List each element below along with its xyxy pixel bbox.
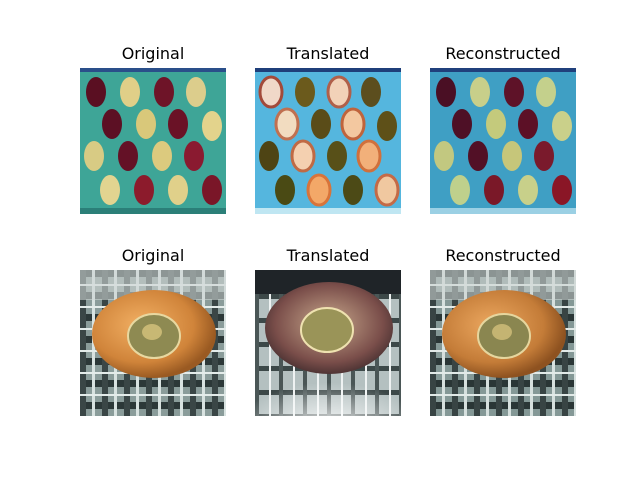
- row1-original-image: [80, 68, 226, 214]
- row1-translated-image: [255, 68, 401, 214]
- row2-title-reconstructed: Reconstructed: [445, 246, 561, 265]
- row2-translated-image: [255, 270, 401, 416]
- row1-title-reconstructed: Reconstructed: [445, 44, 561, 63]
- row1-reconstructed-image: [430, 68, 576, 214]
- row1-title-original: Original: [121, 44, 185, 63]
- row1-title-translated: Translated: [286, 44, 370, 63]
- row2-reconstructed-image: [430, 270, 576, 416]
- row2-original-image: [80, 270, 226, 416]
- row2-title-translated: Translated: [286, 246, 370, 265]
- row2-title-original: Original: [121, 246, 185, 265]
